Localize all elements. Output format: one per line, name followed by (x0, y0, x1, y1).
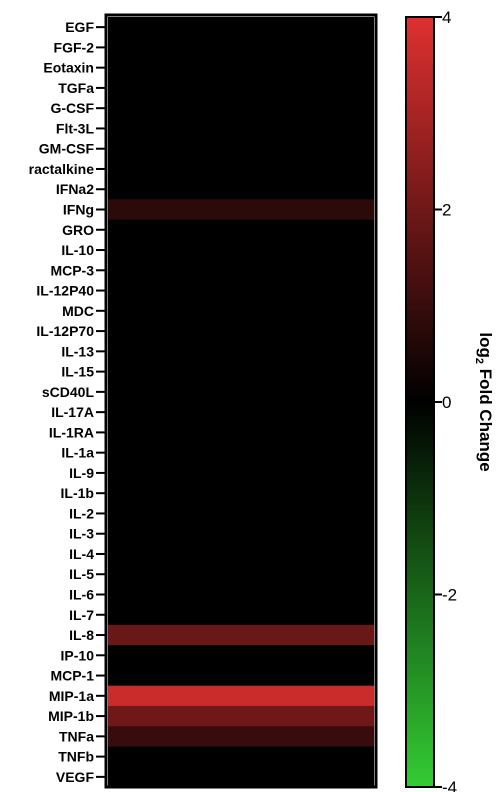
heatmap-cell (108, 605, 374, 626)
heatmap-cell (108, 361, 374, 382)
row-label: IL-12P40 (36, 283, 94, 299)
row-label: GM-CSF (39, 141, 95, 157)
heatmap-cell (108, 17, 374, 38)
row-label: IP-10 (61, 647, 95, 663)
row-label: MDC (62, 303, 94, 319)
row-label: Flt-3L (56, 120, 95, 136)
heatmap-cell (108, 37, 374, 58)
heatmap-cell (108, 260, 374, 281)
row-label: Eotaxin (43, 60, 94, 76)
row-label: IL-5 (69, 566, 94, 582)
heatmap-cell (108, 422, 374, 443)
heatmap-cell (108, 118, 374, 139)
heatmap-cell (108, 179, 374, 200)
heatmap-cell (108, 341, 374, 362)
colorbar-title-prefix: log (476, 332, 495, 358)
row-label: IL-12P70 (36, 323, 94, 339)
colorbar-tick-label: 4 (442, 8, 451, 27)
row-label: TGFa (58, 80, 94, 96)
heatmap-cell (108, 159, 374, 180)
heatmap-cell (108, 58, 374, 79)
row-label: IL-15 (61, 364, 94, 380)
heatmap-cell (108, 767, 374, 788)
heatmap-cell (108, 443, 374, 464)
row-label: VEGF (56, 769, 95, 785)
row-label: IL-2 (69, 505, 94, 521)
heatmap-cell (108, 544, 374, 565)
colorbar-tick-label: -4 (442, 778, 457, 792)
heatmap-cell (108, 78, 374, 99)
colorbar-title-suffix: Fold Change (476, 364, 495, 472)
row-label: IL-8 (69, 627, 94, 643)
heatmap-cell (108, 321, 374, 342)
heatmap-cell (108, 199, 374, 220)
heatmap-cell (108, 686, 374, 707)
heatmap-cell (108, 706, 374, 727)
row-label: IL-1a (61, 445, 94, 461)
colorbar-title: log2 Fold Change (473, 332, 495, 471)
row-label: GRO (62, 222, 94, 238)
heatmap-cell (108, 584, 374, 605)
colorbar-ticks: 4 2 0 -2 -4 (434, 8, 457, 792)
heatmap-cell (108, 503, 374, 524)
row-label: ractalkine (29, 161, 95, 177)
row-label: FGF-2 (54, 39, 95, 55)
heatmap-cell (108, 402, 374, 423)
heatmap-cell (108, 240, 374, 261)
heatmap-cell (108, 301, 374, 322)
row-label: G-CSF (50, 100, 94, 116)
row-label: IFNa2 (56, 181, 94, 197)
heatmap-cell (108, 665, 374, 686)
heatmap-cell (108, 382, 374, 403)
row-label: IL-6 (69, 587, 94, 603)
heatmap-cell (108, 564, 374, 585)
heatmap-rows (108, 17, 374, 788)
heatmap-cell (108, 726, 374, 747)
colorbar-tick-label: -2 (442, 586, 457, 605)
row-label: IL-17A (51, 404, 94, 420)
row-label: IL-1RA (49, 424, 94, 440)
heatmap-cell (108, 139, 374, 160)
row-label: IL-9 (69, 465, 94, 481)
row-label: TNFb (58, 749, 94, 765)
row-label: IL-13 (61, 343, 94, 359)
heatmap-cell (108, 280, 374, 301)
heatmap-cell (108, 220, 374, 241)
row-label: MIP-1b (48, 708, 94, 724)
row-label: MCP-1 (50, 668, 94, 684)
heatmap-cell (108, 625, 374, 646)
row-label: IL-1b (61, 485, 94, 501)
heatmap-cell (108, 746, 374, 767)
heatmap-cell (108, 645, 374, 666)
row-label: IL-7 (69, 607, 94, 623)
row-label: EGF (65, 19, 94, 35)
row-label: sCD40L (42, 384, 95, 400)
row-label: MIP-1a (49, 688, 94, 704)
row-label: IFNg (63, 202, 94, 218)
row-label: IL-10 (61, 242, 94, 258)
heatmap-cell (108, 524, 374, 545)
row-label: IL-4 (69, 546, 94, 562)
row-labels: EGF FGF-2 Eotaxin TGFa G-CSF Flt-3L GM-CSF ract… (29, 19, 106, 785)
colorbar-tick-label: 0 (442, 393, 451, 412)
heatmap-cell (108, 483, 374, 504)
row-label: TNFa (59, 728, 94, 744)
row-label: MCP-3 (50, 262, 94, 278)
row-label: IL-3 (69, 526, 94, 542)
heatmap-cell (108, 98, 374, 119)
colorbar-tick-label: 2 (442, 201, 451, 220)
heatmap-cell (108, 463, 374, 484)
colorbar (406, 17, 434, 787)
